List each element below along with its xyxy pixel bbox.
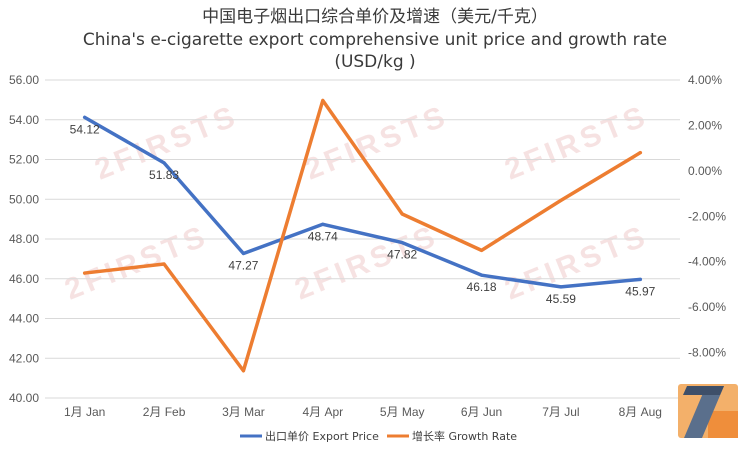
right-axis-tick-label: -6.00% (688, 300, 726, 314)
data-point (162, 161, 166, 165)
data-point (321, 98, 325, 102)
data-point (480, 273, 484, 277)
data-point (559, 285, 563, 289)
chart-title-line-1: 中国电子烟出口综合单价及增速（美元/千克） (202, 7, 548, 27)
data-label: 51.83 (149, 168, 179, 182)
data-point (83, 115, 87, 119)
watermark: 2FIRSTS (500, 99, 653, 186)
left-axis-tick-label: 42.00 (9, 351, 39, 365)
data-point (162, 262, 166, 266)
legend: 出口单价 Export Price 增长率 Growth Rate (240, 429, 517, 443)
x-axis-ticks: 1月 Jan 2月 Feb 3月 Mar 4月 Apr 5月 May 6月 Jun 7月 J… (64, 405, 662, 419)
left-axis-tick-label: 54.00 (9, 113, 39, 127)
left-axis-tick-label: 48.00 (9, 232, 39, 246)
data-label: 46.18 (467, 280, 497, 294)
left-axis-tick-label: 50.00 (9, 192, 39, 206)
data-label: 45.97 (625, 284, 655, 298)
data-point (400, 212, 404, 216)
data-point (400, 241, 404, 245)
data-point (321, 222, 325, 226)
data-point (241, 369, 245, 373)
left-axis-ticks: 40.00 42.00 44.00 46.00 48.00 50.00 52.00 54.00… (9, 73, 39, 405)
x-axis-tick-label: 5月 May (380, 405, 425, 419)
legend-label-growth-rate: 增长率 Growth Rate (412, 429, 517, 443)
x-axis-tick-label: 8月 Aug (619, 405, 662, 419)
data-point (83, 271, 87, 275)
x-axis-tick-label: 3月 Mar (222, 405, 265, 419)
x-axis-tick-label: 4月 Apr (302, 405, 343, 419)
right-axis-tick-label: -2.00% (688, 209, 726, 223)
x-axis-tick-label: 1月 Jan (64, 405, 105, 419)
data-label: 47.82 (387, 248, 417, 262)
right-axis-tick-label: -4.00% (688, 255, 726, 269)
data-point (638, 277, 642, 281)
x-axis-tick-label: 2月 Feb (143, 405, 186, 419)
left-axis-tick-label: 56.00 (9, 73, 39, 87)
data-label: 45.59 (546, 292, 576, 306)
series-layer (82, 98, 643, 373)
data-point (480, 248, 484, 252)
left-axis-tick-label: 46.00 (9, 272, 39, 286)
chart-title-line-2: China's e-cigarette export comprehensive… (83, 30, 667, 50)
left-axis-tick-label: 40.00 (9, 391, 39, 405)
x-axis-tick-label: 7月 Jul (542, 405, 579, 419)
brand-logo (678, 384, 738, 438)
watermark: 2FIRSTS (300, 99, 453, 186)
right-axis-tick-label: 4.00% (688, 73, 722, 87)
watermark: 2FIRSTS (60, 219, 213, 306)
right-axis-ticks: -10.00%-8.00%-6.00%-4.00%-2.00%0.00%2.00… (688, 73, 733, 405)
legend-label-export-price: 出口单价 Export Price (265, 429, 379, 443)
gridlines (45, 79, 680, 399)
data-label: 48.74 (308, 229, 338, 243)
watermark-layer: 2FIRSTS 2FIRSTS 2FIRSTS 2FIRSTS 2FIRSTS … (60, 99, 653, 306)
series-line-export-price (82, 115, 643, 289)
data-label: 54.12 (70, 122, 100, 136)
series-line-growth-rate (82, 98, 643, 373)
data-point (559, 198, 563, 202)
x-axis-tick-label: 6月 Jun (461, 405, 502, 419)
right-axis-tick-label: -8.00% (688, 346, 726, 360)
left-axis-tick-label: 44.00 (9, 312, 39, 326)
data-labels: 54.12 51.83 47.27 48.74 47.82 46.18 45.59 45.97 (70, 122, 656, 306)
chart-title-line-3: (USD/kg ) (334, 52, 415, 72)
data-point (638, 151, 642, 155)
data-point (241, 252, 245, 256)
right-axis-tick-label: 2.00% (688, 118, 722, 132)
data-label: 47.27 (228, 259, 258, 273)
left-axis-tick-label: 52.00 (9, 153, 39, 167)
right-axis-tick-label: 0.00% (688, 164, 722, 178)
